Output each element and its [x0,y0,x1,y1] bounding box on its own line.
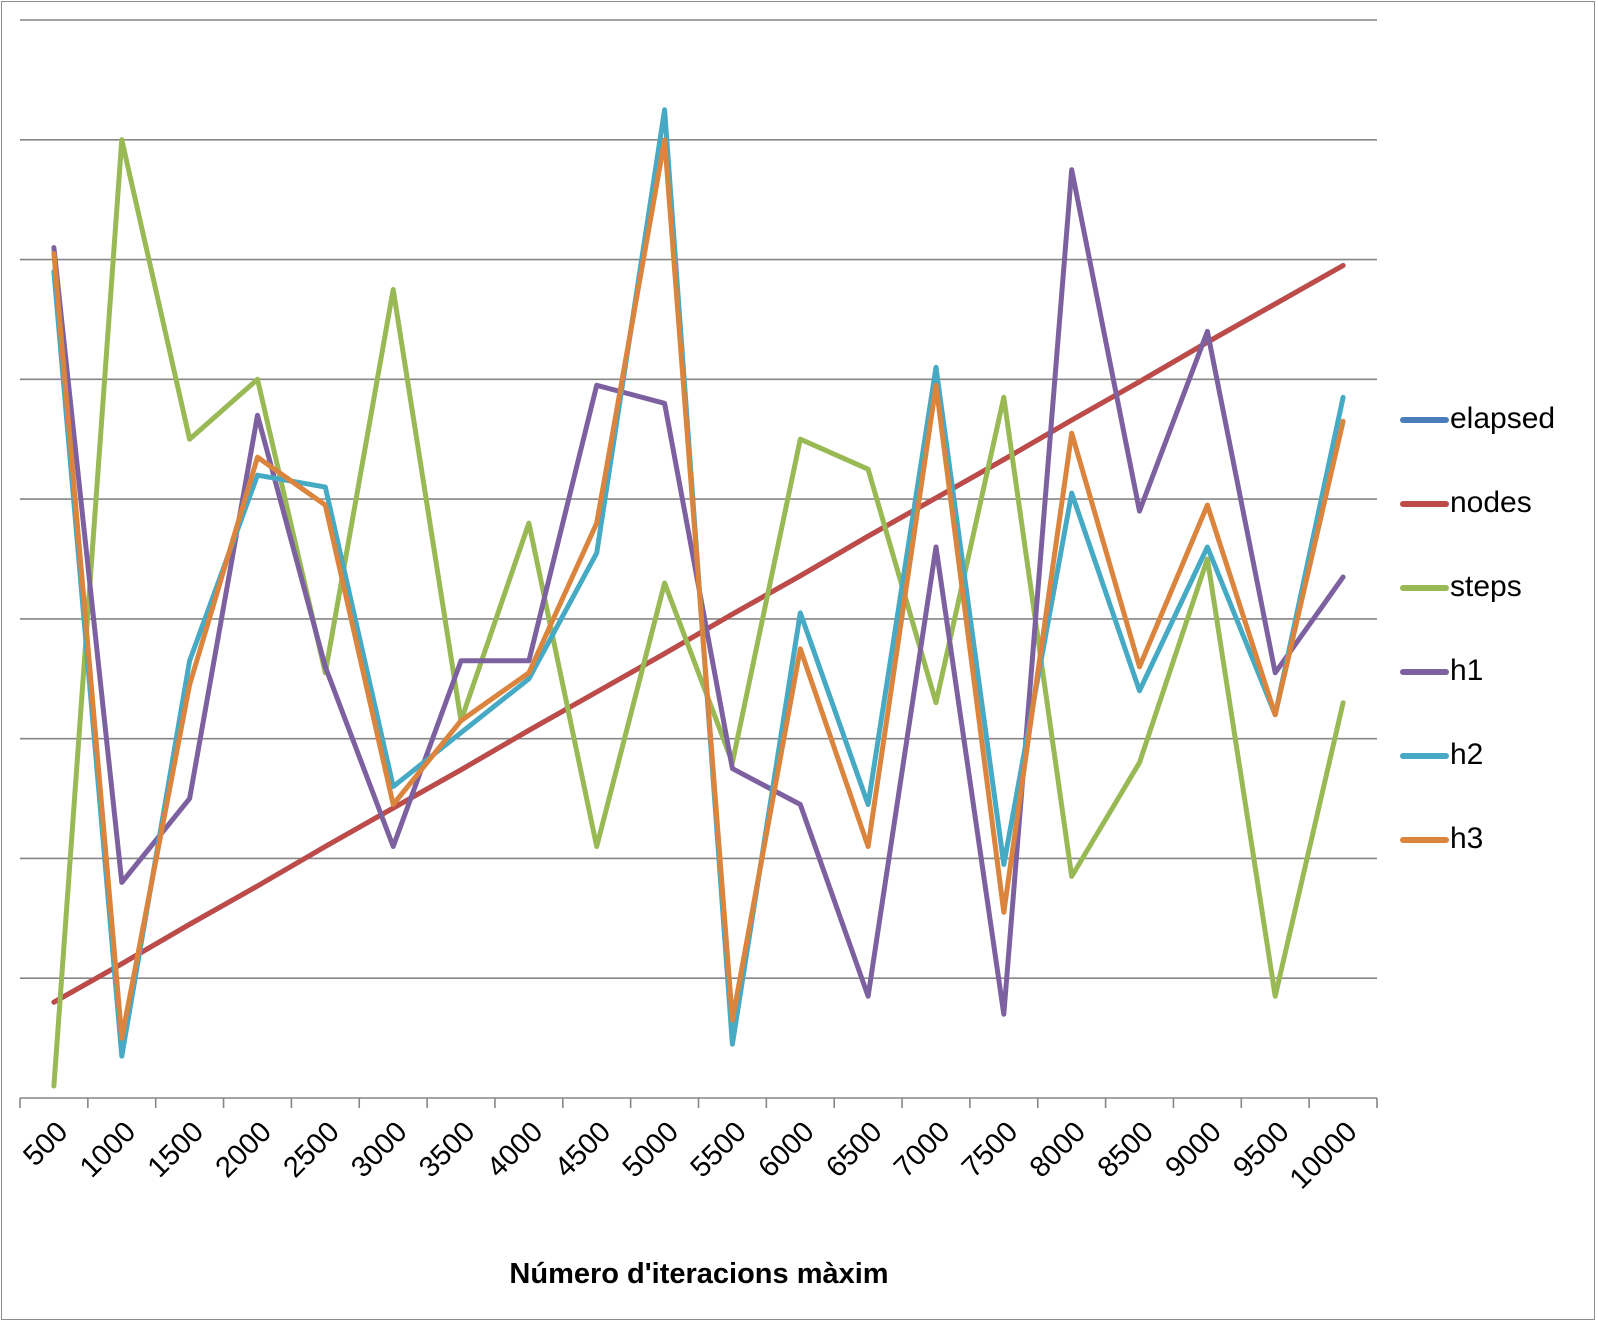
x-tick-label: 1500 [142,1116,210,1184]
legend: elapsed nodes steps h1 h2 h3 [1400,402,1555,855]
legend-label-steps: steps [1450,570,1522,603]
legend-label-elapsed: elapsed [1450,402,1555,435]
legend-label-h1: h1 [1450,654,1483,687]
x-tick-label: 3000 [345,1116,413,1184]
x-tick-label: 500 [17,1116,74,1173]
x-tick-label: 2500 [277,1116,345,1184]
x-tick-label: 9000 [1159,1116,1227,1184]
x-tick-label: 4000 [481,1116,549,1184]
x-tick-label: 3500 [413,1116,481,1184]
x-tick-label: 8500 [1092,1116,1160,1184]
x-tick-label: 6000 [752,1116,820,1184]
legend-label-h3: h3 [1450,822,1483,855]
x-tick-label: 5500 [685,1116,753,1184]
x-tick-label: 10000 [1284,1116,1364,1196]
legend-label-nodes: nodes [1450,486,1532,519]
x-tick-label: 7500 [956,1116,1024,1184]
series-line-h3 [51,137,1346,1041]
x-tick-label: 2000 [210,1116,278,1184]
x-axis-title: Número d'iteracions màxim [509,1258,888,1290]
x-tick-label: 6500 [820,1116,888,1184]
gridlines [20,19,1377,980]
x-tick-label: 4500 [549,1116,617,1184]
x-tick-label: 1000 [74,1116,142,1184]
series-line-steps [51,137,1346,1089]
x-tick-label: 7000 [888,1116,956,1184]
series-lines [51,107,1346,1089]
x-tick-label: 5000 [617,1116,685,1184]
legend-label-h2: h2 [1450,738,1483,771]
x-tick-label: 8000 [1024,1116,1092,1184]
series-line-nodes [51,263,1346,1005]
x-axis: 500 1000 1500 2000 2500 3000 3500 4000 4500 5000 5… [17,1097,1378,1196]
